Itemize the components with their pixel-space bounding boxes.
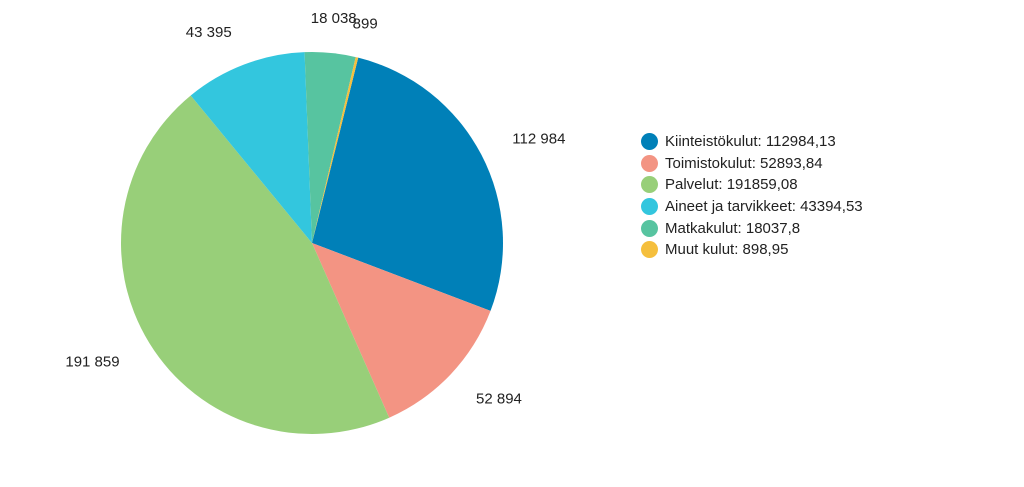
slice-value-label-1: 52 894 xyxy=(476,391,522,408)
pie-slice-4 xyxy=(304,51,356,243)
slice-value-label-4: 18 038 xyxy=(311,10,357,27)
legend-marker xyxy=(641,154,658,172)
legend-marker xyxy=(641,133,658,151)
legend-item-1: Toimistokulut: 52893,84 xyxy=(641,153,863,175)
legend-marker xyxy=(641,198,658,216)
pie-slice-5 xyxy=(312,57,359,243)
legend-item-4: Matkakulut: 18037,8 xyxy=(641,217,863,239)
legend-label: Kiinteistökulut: 112984,13 xyxy=(665,133,836,151)
legend-item-0: Kiinteistökulut: 112984,13 xyxy=(641,131,863,153)
legend-item-3: Aineet ja tarvikkeet: 43394,53 xyxy=(641,196,863,218)
slice-value-label-2: 191 859 xyxy=(65,354,119,371)
slice-value-label-5: 899 xyxy=(353,15,378,32)
slice-value-label-0: 112 984 xyxy=(512,130,565,147)
legend-marker xyxy=(641,176,658,194)
chart-legend: Kiinteistökulut: 112984,13 Toimistokulut:… xyxy=(641,131,863,261)
legend-label: Toimistokulut: 52893,84 xyxy=(665,154,823,172)
legend-label: Matkakulut: 18037,8 xyxy=(665,219,801,237)
pie-slice-1 xyxy=(312,243,491,418)
legend-item-5: Muut kulut: 898,95 xyxy=(641,239,863,261)
legend-marker xyxy=(641,219,658,237)
legend-marker xyxy=(641,241,658,259)
pie-slice-0 xyxy=(312,57,504,311)
legend-label: Palvelut: 191859,08 xyxy=(665,176,798,194)
pie-slice-3 xyxy=(190,52,312,243)
pie-slice-2 xyxy=(121,95,390,434)
legend-item-2: Palvelut: 191859,08 xyxy=(641,174,863,196)
legend-label: Aineet ja tarvikkeet: 43394,53 xyxy=(665,198,863,216)
legend-label: Muut kulut: 898,95 xyxy=(665,241,789,259)
slice-value-label-3: 43 395 xyxy=(186,24,232,41)
